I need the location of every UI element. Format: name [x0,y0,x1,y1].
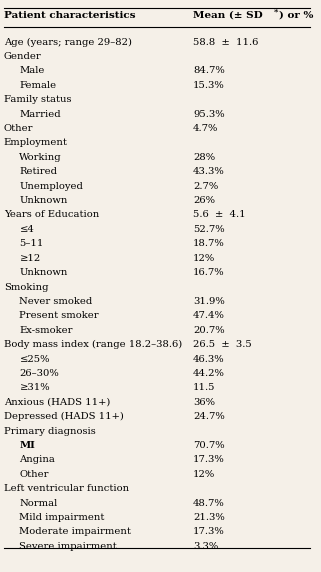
Text: 18.7%: 18.7% [193,239,225,248]
Text: 20.7%: 20.7% [193,325,225,335]
Text: Years of Education: Years of Education [4,210,99,220]
Text: *: * [273,7,278,15]
Text: Primary diagnosis: Primary diagnosis [4,427,96,436]
Text: 26%: 26% [193,196,215,205]
Text: Age (years; range 29–82): Age (years; range 29–82) [4,38,132,47]
Text: Working: Working [20,153,62,162]
Text: ≤4: ≤4 [20,225,34,234]
Text: 95.3%: 95.3% [193,110,225,118]
Text: 43.3%: 43.3% [193,167,225,176]
Text: 5–11: 5–11 [20,239,44,248]
Text: Other: Other [4,124,33,133]
Text: 15.3%: 15.3% [193,81,225,90]
Text: Present smoker: Present smoker [20,311,99,320]
Text: Angina: Angina [20,455,55,464]
Text: 24.7%: 24.7% [193,412,225,421]
Text: Ex-smoker: Ex-smoker [20,325,73,335]
Text: 58.8  ±  11.6: 58.8 ± 11.6 [193,38,258,46]
Text: 84.7%: 84.7% [193,66,225,76]
Text: Male: Male [20,66,45,76]
Text: ≤25%: ≤25% [20,355,50,364]
Text: Unknown: Unknown [20,196,68,205]
Text: 5.6  ±  4.1: 5.6 ± 4.1 [193,210,246,220]
Text: 36%: 36% [193,398,215,407]
Text: 52.7%: 52.7% [193,225,225,234]
Text: 48.7%: 48.7% [193,499,225,507]
Text: Retired: Retired [20,167,57,176]
Text: Unemployed: Unemployed [20,182,83,190]
Text: 26.5  ±  3.5: 26.5 ± 3.5 [193,340,252,349]
Text: 2.7%: 2.7% [193,182,218,190]
Text: 44.2%: 44.2% [193,369,225,378]
Text: 4.7%: 4.7% [193,124,218,133]
Text: Married: Married [20,110,61,118]
Text: Employment: Employment [4,138,68,148]
Text: Unknown: Unknown [20,268,68,277]
Text: 31.9%: 31.9% [193,297,225,306]
Text: Female: Female [20,81,56,90]
Text: Left ventricular function: Left ventricular function [4,484,129,493]
Text: Normal: Normal [20,499,58,507]
Text: Gender: Gender [4,52,42,61]
Text: Body mass index (range 18.2–38.6): Body mass index (range 18.2–38.6) [4,340,182,349]
Text: 17.3%: 17.3% [193,455,225,464]
Text: Mean (± SD: Mean (± SD [193,11,263,20]
Text: 21.3%: 21.3% [193,513,225,522]
Text: 26–30%: 26–30% [20,369,59,378]
Text: Other: Other [20,470,49,479]
Text: 17.3%: 17.3% [193,527,225,537]
Text: ) or %: ) or % [279,11,313,20]
Text: ≥12: ≥12 [20,254,41,263]
Text: MI: MI [20,441,35,450]
Text: Family status: Family status [4,96,71,104]
Text: 11.5: 11.5 [193,383,215,392]
Text: 47.4%: 47.4% [193,311,225,320]
Text: 70.7%: 70.7% [193,441,225,450]
Text: Moderate impairment: Moderate impairment [20,527,131,537]
Text: ≥31%: ≥31% [20,383,50,392]
Text: Severe impairment: Severe impairment [20,542,117,551]
Text: Patient characteristics: Patient characteristics [4,11,135,20]
Text: Mild impairment: Mild impairment [20,513,105,522]
Text: 46.3%: 46.3% [193,355,225,364]
Text: 16.7%: 16.7% [193,268,225,277]
Text: Never smoked: Never smoked [20,297,93,306]
Text: 12%: 12% [193,254,215,263]
Text: 12%: 12% [193,470,215,479]
Text: Depressed (HADS 11+): Depressed (HADS 11+) [4,412,124,422]
Text: 3.3%: 3.3% [193,542,218,551]
Text: 28%: 28% [193,153,215,162]
Text: Anxious (HADS 11+): Anxious (HADS 11+) [4,398,110,407]
Text: Smoking: Smoking [4,283,48,292]
